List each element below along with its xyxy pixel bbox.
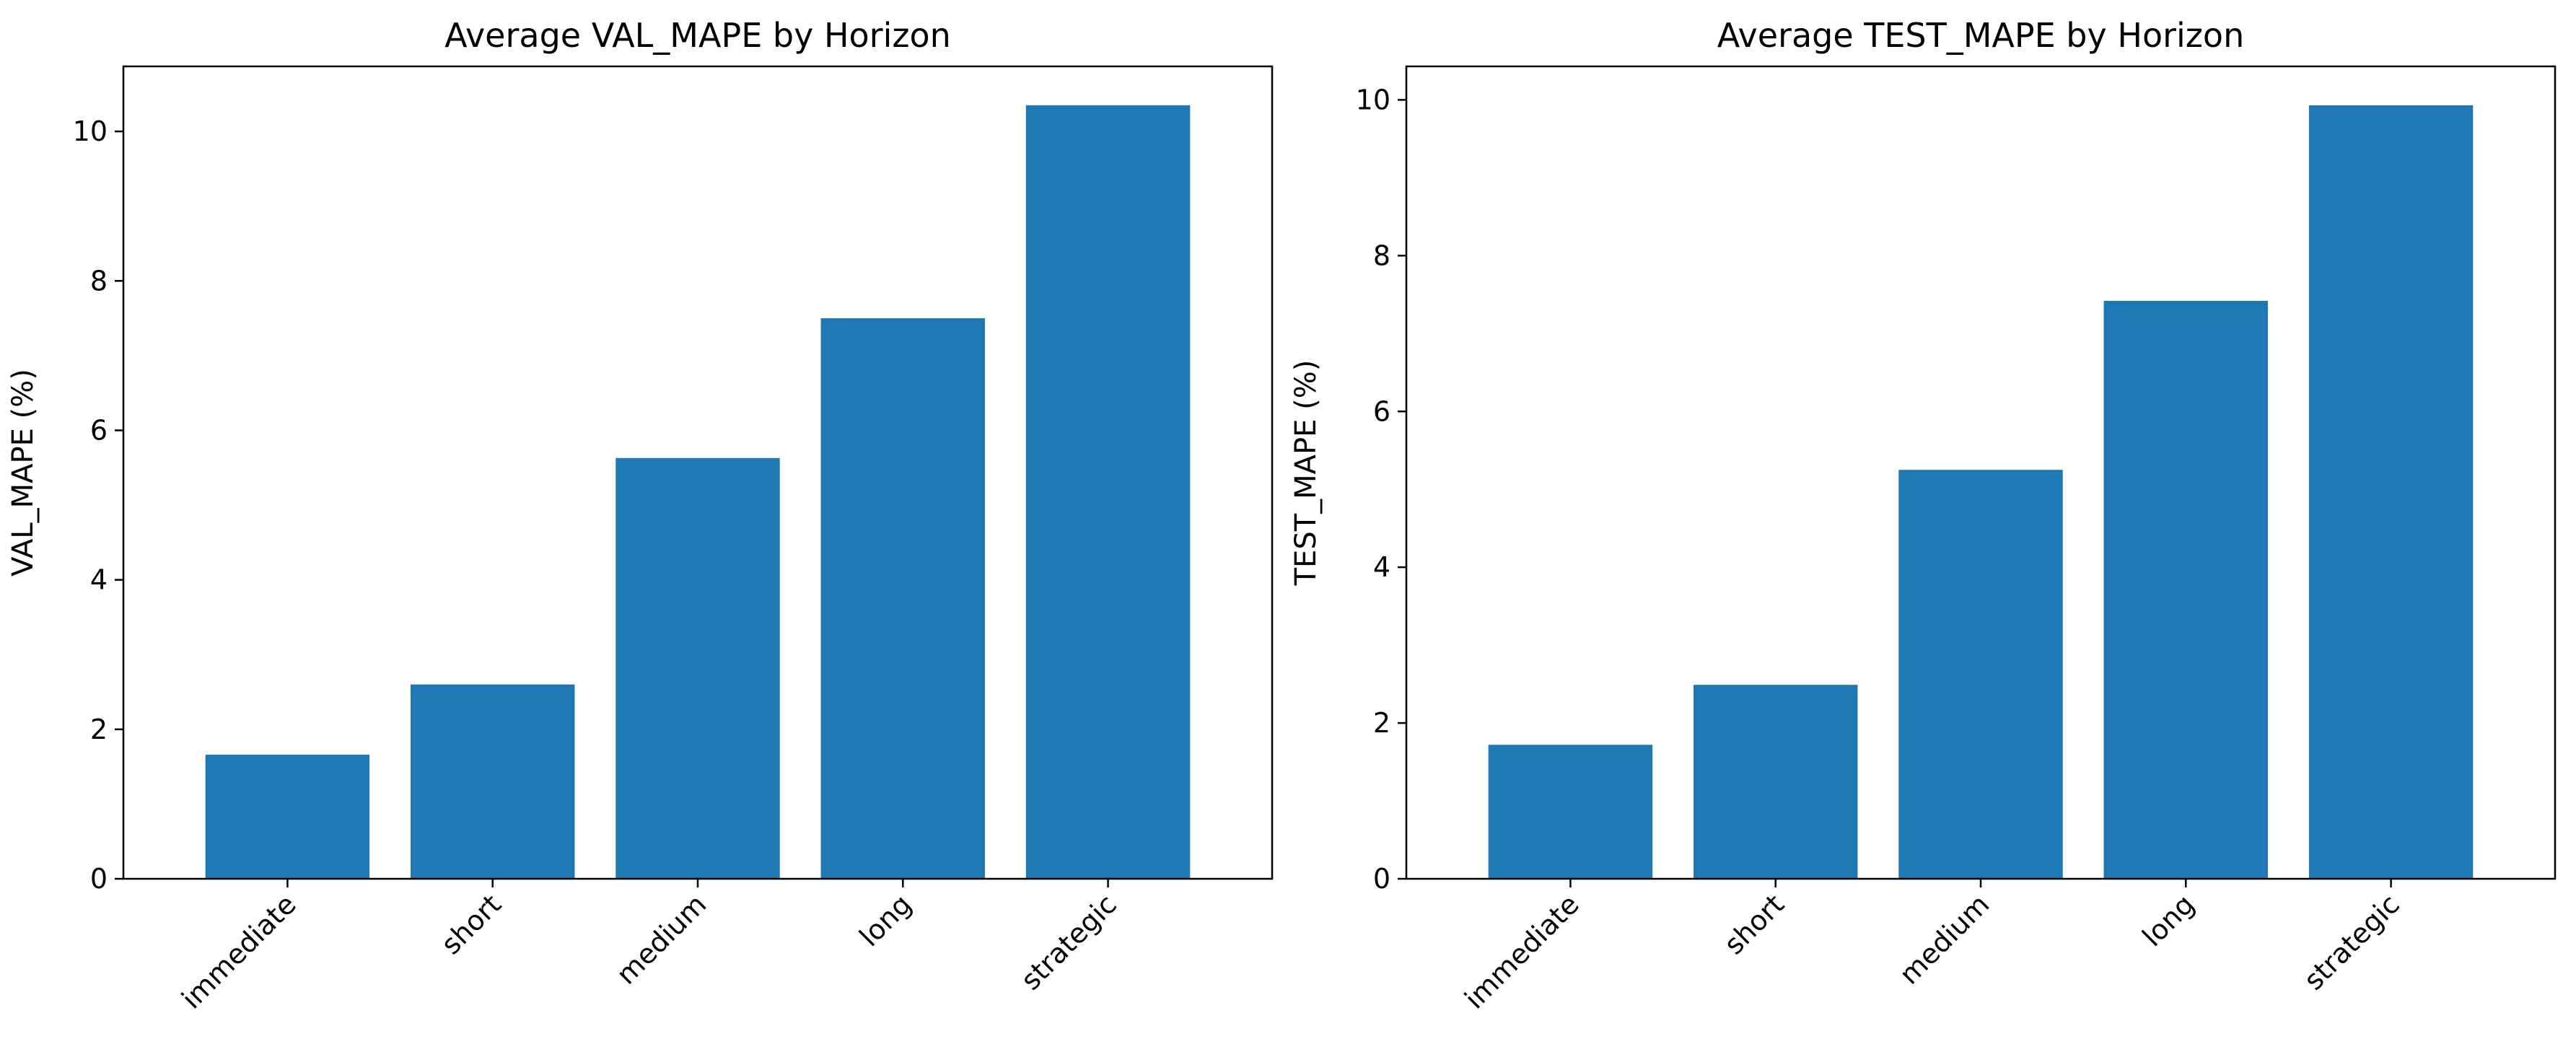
- y-tick-label: 6: [90, 414, 108, 446]
- y-tick-label: 10: [73, 115, 108, 147]
- y-tick-label: 4: [90, 564, 108, 596]
- bar-medium: [615, 457, 780, 879]
- y-tick-label: 0: [90, 863, 108, 895]
- val-mape-chart: Average VAL_MAPE by Horizon VAL_MAPE (%)…: [6, 16, 1274, 1015]
- bars: [205, 105, 1191, 879]
- bar-immediate: [1488, 745, 1653, 879]
- x-tick-label: short: [435, 888, 507, 960]
- y-tick-label: 2: [90, 714, 108, 745]
- chart-title: Average VAL_MAPE by Horizon: [444, 16, 951, 55]
- y-tick-label: 8: [1373, 240, 1390, 271]
- bar-strategic: [2308, 105, 2474, 880]
- x-tick-label: short: [1718, 888, 1790, 960]
- x-ticks: immediate short medium long strategic: [175, 879, 1123, 1015]
- bar-short: [1694, 685, 1858, 879]
- x-tick-label: medium: [610, 888, 713, 991]
- y-tick-label: 0: [1373, 863, 1390, 895]
- bar-strategic: [1025, 105, 1191, 879]
- y-ticks: 0 2 4 6 8 10: [73, 115, 123, 895]
- bar-long: [2103, 300, 2268, 880]
- bar-immediate: [205, 755, 370, 879]
- x-tick-label: strategic: [1015, 888, 1123, 996]
- bar-medium: [1898, 470, 2063, 879]
- x-tick-label: medium: [1893, 888, 1996, 991]
- x-tick-label: immediate: [175, 888, 302, 1015]
- x-ticks: immediate short medium long strategic: [1458, 879, 2406, 1015]
- y-tick-label: 10: [1356, 84, 1390, 115]
- y-tick-label: 6: [1373, 395, 1390, 427]
- y-tick-label: 2: [1373, 707, 1390, 739]
- y-tick-label: 8: [90, 265, 108, 297]
- y-ticks: 0 2 4 6 8 10: [1356, 84, 1406, 895]
- x-tick-label: strategic: [2297, 888, 2406, 996]
- plot-frame: [122, 65, 1274, 880]
- x-tick-label: immediate: [1458, 888, 1585, 1015]
- x-tick-label: long: [854, 888, 918, 952]
- x-tick-label: long: [2137, 888, 2201, 952]
- chart-title: Average TEST_MAPE by Horizon: [1717, 16, 2244, 55]
- plot-frame: [1405, 65, 2557, 880]
- bars: [1488, 105, 2474, 880]
- y-tick-label: 4: [1373, 551, 1390, 583]
- bar-long: [820, 318, 985, 879]
- y-axis-label: VAL_MAPE (%): [6, 369, 40, 576]
- y-axis-label: TEST_MAPE (%): [1289, 360, 1323, 587]
- test-mape-chart: Average TEST_MAPE by Horizon TEST_MAPE (…: [1289, 16, 2557, 1015]
- bar-short: [411, 684, 575, 879]
